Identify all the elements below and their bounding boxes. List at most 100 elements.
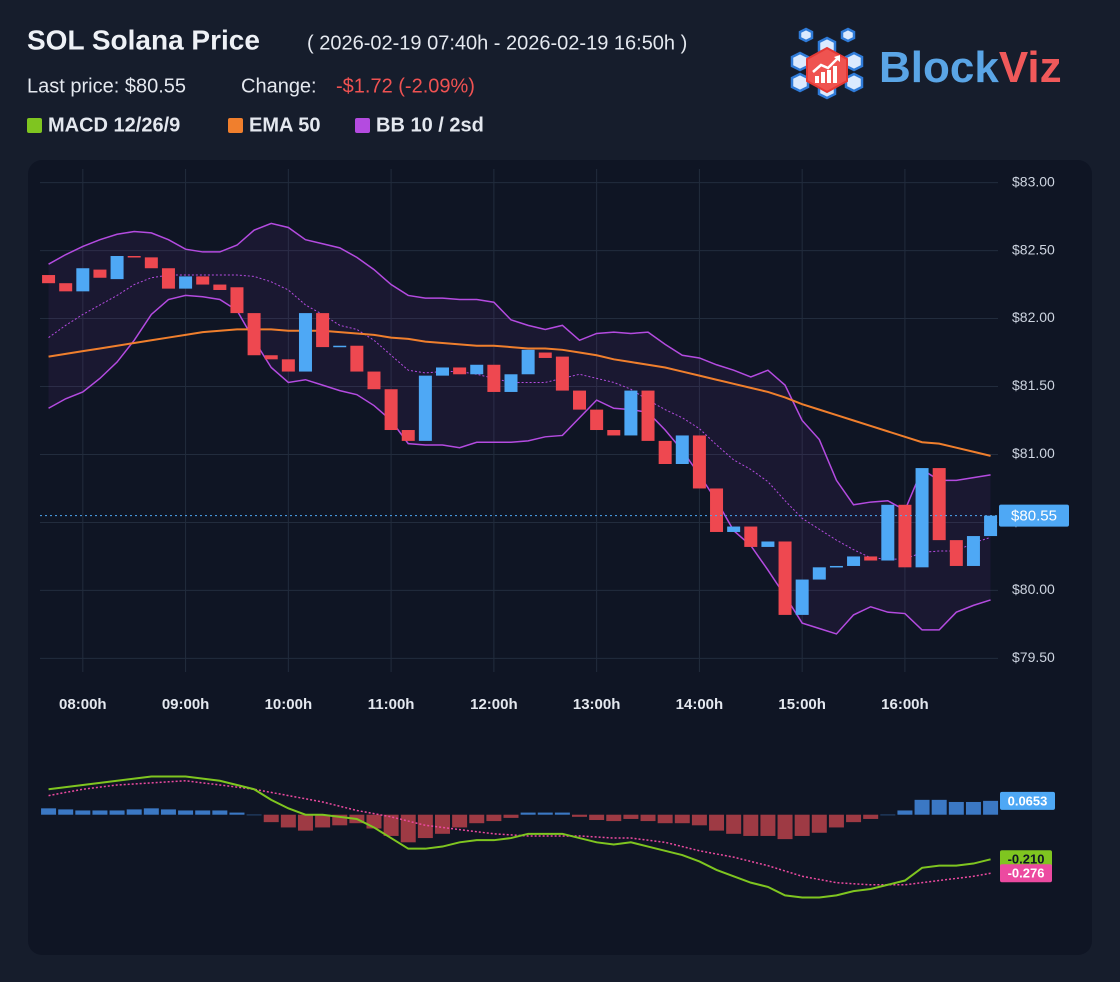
- legend-label: EMA 50: [249, 114, 321, 136]
- value-tag-label: -0.276: [1008, 866, 1045, 881]
- change-value: -$1.72 (-2.09%): [336, 75, 475, 97]
- histogram-bar: [760, 814, 776, 836]
- legend-swatch: [355, 118, 370, 133]
- candle: [350, 345, 364, 372]
- candle: [881, 504, 895, 561]
- price-chart: $83.00$82.50$82.00$81.50$81.00$80.50$80.…: [40, 169, 1069, 713]
- histogram-bar: [297, 814, 313, 831]
- candle: [247, 313, 261, 356]
- logo-text: BlockViz: [879, 43, 1062, 92]
- logo-arrow: [812, 57, 839, 73]
- logo-bars: [815, 66, 837, 83]
- x-tick-label: 09:00h: [162, 696, 210, 713]
- candle: [367, 371, 381, 390]
- histogram-bar: [726, 814, 742, 834]
- bollinger-lower: [48, 294, 991, 635]
- y-tick-label: $81.50: [1012, 377, 1055, 393]
- candle: [658, 440, 672, 465]
- logo: BlockViz: [790, 27, 1062, 100]
- plots: $83.00$82.50$82.00$81.50$81.00$80.50$80.…: [40, 169, 1069, 899]
- histogram-bar: [126, 809, 142, 815]
- candle: [161, 268, 175, 289]
- candle: [590, 409, 604, 431]
- histogram-bar: [743, 814, 759, 836]
- histogram-bar: [640, 814, 656, 822]
- candle: [487, 364, 501, 392]
- histogram-bar: [41, 808, 57, 815]
- histogram-bar: [486, 814, 502, 822]
- candle: [179, 276, 193, 289]
- value-tag: [1000, 850, 1052, 869]
- candle: [521, 349, 535, 375]
- histogram-bar: [623, 814, 639, 819]
- value-tag-label: 0.0653: [1008, 793, 1048, 808]
- legend-label: BB 10 / 2sd: [376, 114, 484, 136]
- histogram-bar: [400, 814, 416, 843]
- last-price-tag-label: $80.55: [1011, 508, 1057, 525]
- title: SOL Solana Price: [27, 24, 260, 55]
- logo-block: Block: [879, 43, 999, 92]
- x-tick-label: 15:00h: [778, 696, 826, 713]
- x-tick-label: 08:00h: [59, 696, 107, 713]
- candle: [607, 430, 621, 436]
- candle: [932, 468, 946, 541]
- histogram-bar: [554, 812, 570, 815]
- candle: [915, 468, 929, 568]
- histogram-bar: [434, 814, 450, 834]
- histogram-bar: [828, 814, 844, 828]
- histogram-bar: [212, 810, 228, 815]
- legend-swatch: [228, 118, 243, 133]
- candle: [76, 268, 90, 292]
- histogram-bar: [160, 809, 176, 815]
- candle: [59, 283, 73, 292]
- histogram-bar: [383, 814, 399, 836]
- histogram-bar: [983, 800, 999, 815]
- last-price: Last price: $80.55: [27, 75, 186, 97]
- histogram-bar: [109, 810, 125, 815]
- candle: [641, 390, 655, 441]
- candle: [692, 435, 706, 489]
- histogram-bar: [880, 814, 896, 816]
- candle: [675, 435, 689, 465]
- histogram-bar: [709, 814, 725, 831]
- value-tag: [1000, 864, 1052, 883]
- candle: [196, 276, 210, 285]
- histogram-bar: [846, 814, 862, 823]
- histogram-bar: [606, 814, 622, 822]
- candle: [110, 256, 124, 280]
- candle: [966, 536, 980, 566]
- chart-panel: [28, 160, 1092, 955]
- candle: [401, 430, 415, 441]
- histogram-bar: [229, 812, 245, 815]
- histogram-bar: [246, 814, 262, 816]
- histogram-bar: [92, 810, 108, 815]
- candle: [316, 313, 330, 348]
- candle: [949, 540, 963, 566]
- candle: [213, 284, 227, 290]
- x-tick-label: 12:00h: [470, 696, 518, 713]
- candle: [795, 579, 809, 615]
- histogram-bar: [58, 809, 74, 815]
- candle: [504, 374, 518, 392]
- histogram-bar: [931, 799, 947, 815]
- candle: [573, 390, 587, 410]
- candle: [333, 345, 347, 348]
- y-tick-label: $83.00: [1012, 173, 1055, 189]
- candle: [93, 269, 107, 278]
- histogram-bar: [452, 814, 468, 828]
- candle: [710, 488, 724, 532]
- histogram-bar: [143, 808, 159, 815]
- histogram-bar: [75, 810, 91, 815]
- candle: [761, 541, 775, 547]
- bollinger-middle: [48, 274, 991, 560]
- macd-chart: 0.0653 -0.210-0.276: [41, 775, 1055, 899]
- value-tag: [1000, 791, 1055, 810]
- histogram-bar: [811, 814, 827, 833]
- histogram-bar: [965, 801, 981, 815]
- y-tick-label: $80.00: [1012, 581, 1055, 597]
- histogram-bar: [417, 814, 433, 839]
- histogram-bar: [657, 814, 673, 824]
- candle: [984, 515, 998, 537]
- candle: [829, 565, 843, 568]
- histogram-bar: [794, 814, 810, 836]
